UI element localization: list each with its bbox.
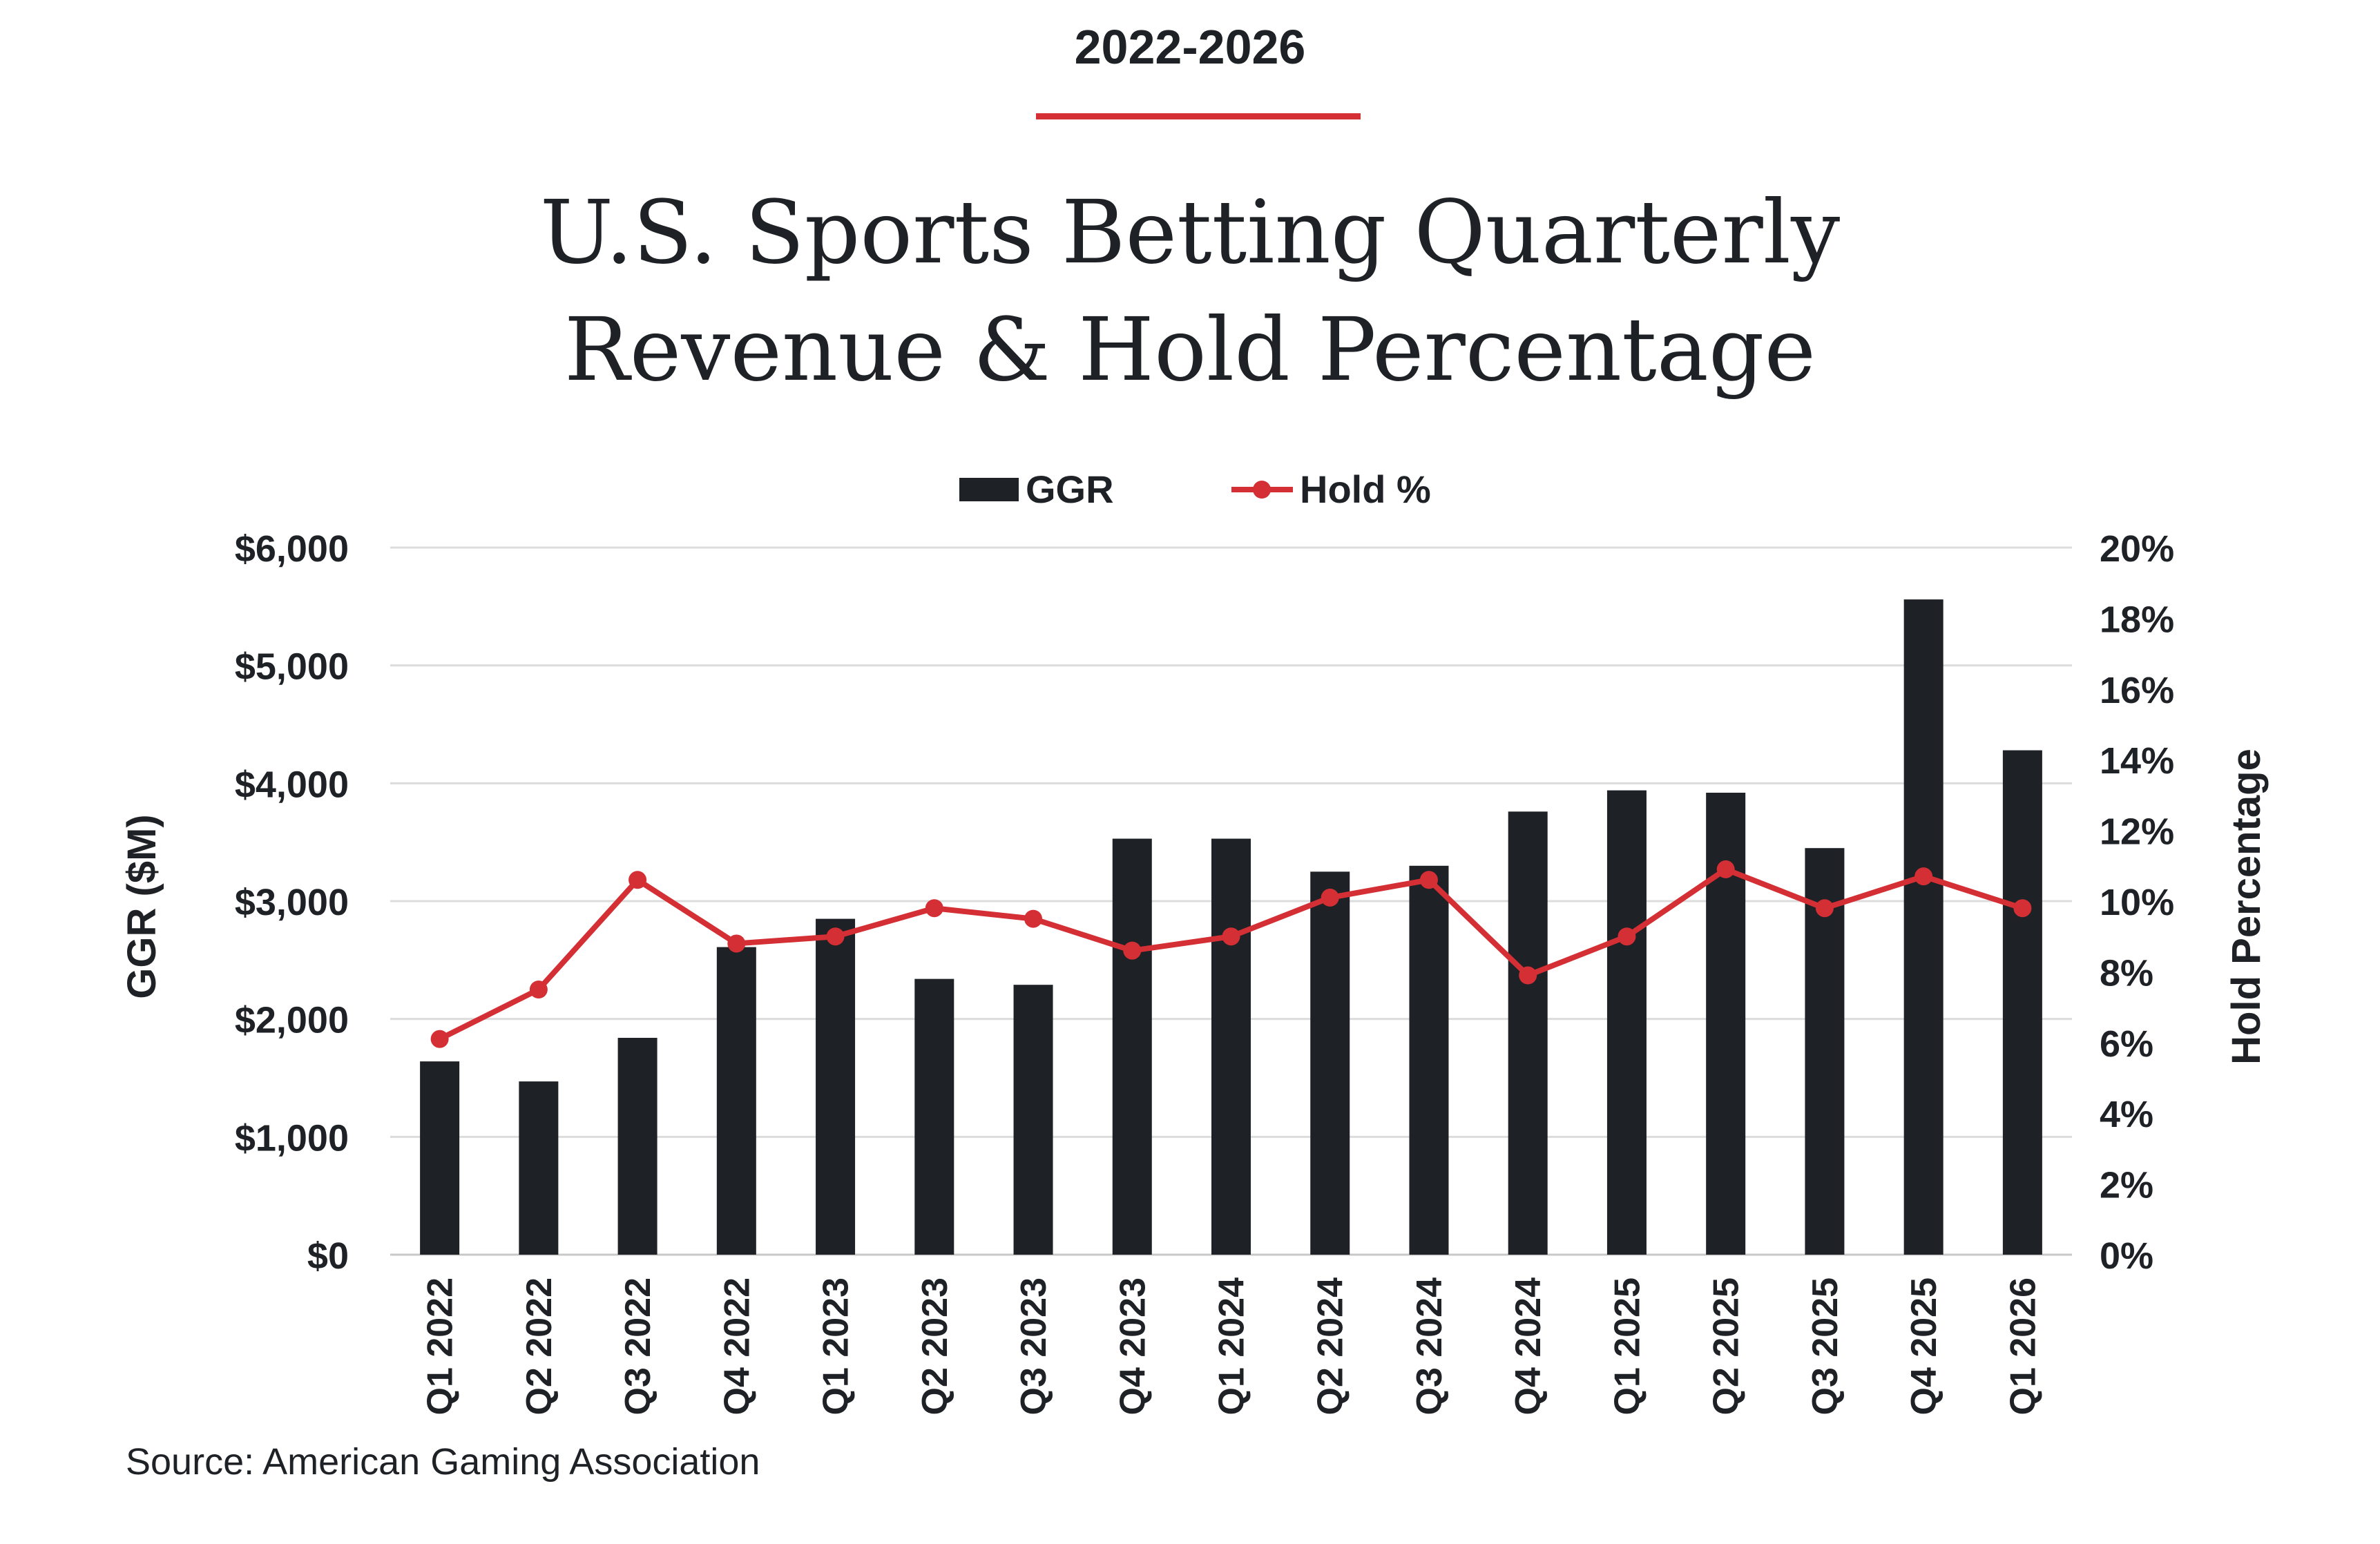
- legend: GGR Hold %: [959, 467, 1431, 511]
- hold-point: [727, 934, 746, 953]
- hold-point: [1519, 966, 1537, 985]
- hold-point: [628, 871, 647, 889]
- y-tick-label: $4,000: [235, 764, 349, 805]
- y-tick-label: $2,000: [235, 1000, 349, 1041]
- ggr-bar: [816, 918, 856, 1255]
- legend-ggr-label: GGR: [1026, 467, 1114, 511]
- y-axis-title: GGR ($M): [119, 814, 164, 998]
- hold-point: [1419, 871, 1438, 889]
- hold-point: [430, 1030, 449, 1048]
- hold-point: [1222, 927, 1240, 946]
- period-label: 2022-2026: [1074, 20, 1306, 74]
- ggr-bar: [1013, 985, 1053, 1255]
- x-tick-label: Q2 2022: [519, 1277, 559, 1416]
- x-tick-label: Q4 2024: [1508, 1277, 1548, 1416]
- y2-axis-title: Hold Percentage: [2224, 749, 2269, 1065]
- y2-tick-label: 16%: [2100, 670, 2174, 711]
- x-tick-label: Q4 2022: [717, 1277, 757, 1416]
- ggr-bar: [1211, 838, 1251, 1255]
- ggr-bar: [1508, 811, 1548, 1255]
- hold-point: [529, 981, 548, 998]
- x-tick-label: Q3 2022: [618, 1277, 658, 1416]
- ggr-bar: [1112, 838, 1152, 1255]
- hold-point: [1815, 899, 1834, 918]
- legend-hold-marker: [1253, 481, 1271, 499]
- ggr-bar: [1409, 865, 1449, 1255]
- y2-tick-label: 4%: [2100, 1094, 2153, 1135]
- y2-tick-label: 0%: [2100, 1235, 2153, 1277]
- y2-tick-label: 6%: [2100, 1023, 2153, 1065]
- x-tick-label: Q4 2023: [1113, 1277, 1153, 1416]
- hold-point: [1716, 860, 1735, 878]
- ggr-bar: [1310, 871, 1350, 1255]
- hold-point: [1024, 909, 1043, 928]
- ggr-bar: [914, 978, 954, 1255]
- y2-tick-label: 8%: [2100, 952, 2153, 994]
- hold-point: [2013, 899, 2032, 918]
- chart-title-line-2: Revenue & Hold Percentage: [564, 299, 1816, 401]
- hold-point: [1914, 867, 1933, 886]
- source-note: Source: American Gaming Association: [126, 1441, 760, 1483]
- chart-title-line-1: U.S. Sports Betting Quarterly: [539, 182, 1841, 283]
- x-tick-label: Q1 2022: [421, 1277, 461, 1416]
- ggr-bar: [617, 1037, 658, 1255]
- y-tick-label: $6,000: [235, 528, 349, 570]
- ggr-bar: [519, 1081, 559, 1255]
- legend-ggr-swatch: [959, 478, 1019, 501]
- ggr-bar: [420, 1061, 460, 1255]
- y2-tick-label: 2%: [2100, 1165, 2153, 1206]
- hold-point: [1321, 888, 1339, 907]
- title-accent-rule: [1036, 113, 1361, 119]
- chart-title: U.S. Sports Betting Quarterly Revenue & …: [0, 174, 2380, 409]
- ggr-bar: [1606, 790, 1647, 1255]
- hold-point: [1123, 941, 1142, 960]
- x-tick-label: Q4 2025: [1904, 1277, 1944, 1416]
- hold-point: [925, 899, 943, 918]
- y2-tick-label: 20%: [2100, 528, 2174, 570]
- x-tick-label: Q3 2023: [1014, 1277, 1054, 1416]
- x-tick-label: Q1 2025: [1607, 1277, 1647, 1416]
- y2-tick-label: 18%: [2100, 599, 2174, 640]
- x-tick-label: Q1 2024: [1212, 1277, 1252, 1416]
- ggr-bar: [716, 947, 756, 1255]
- y-tick-label: $0: [307, 1235, 349, 1277]
- x-tick-label: Q2 2025: [1707, 1277, 1747, 1416]
- x-tick-label: Q2 2024: [1311, 1277, 1351, 1416]
- ggr-bar: [2002, 750, 2042, 1255]
- hold-point: [826, 927, 845, 946]
- y2-tick-label: 14%: [2100, 740, 2174, 782]
- x-tick-label: Q2 2023: [915, 1277, 955, 1416]
- x-tick-label: Q1 2023: [816, 1277, 856, 1416]
- legend-hold-label: Hold %: [1300, 467, 1431, 511]
- y-tick-label: $5,000: [235, 646, 349, 688]
- y2-tick-label: 10%: [2100, 882, 2174, 923]
- x-tick-label: Q3 2024: [1410, 1277, 1450, 1416]
- y-tick-label: $1,000: [235, 1117, 349, 1159]
- y-tick-label: $3,000: [235, 882, 349, 923]
- ggr-bar: [1903, 599, 1944, 1255]
- y2-tick-label: 12%: [2100, 811, 2174, 853]
- hold-point: [1618, 927, 1636, 946]
- x-tick-label: Q1 2026: [2003, 1277, 2043, 1416]
- x-tick-label: Q3 2025: [1805, 1277, 1845, 1416]
